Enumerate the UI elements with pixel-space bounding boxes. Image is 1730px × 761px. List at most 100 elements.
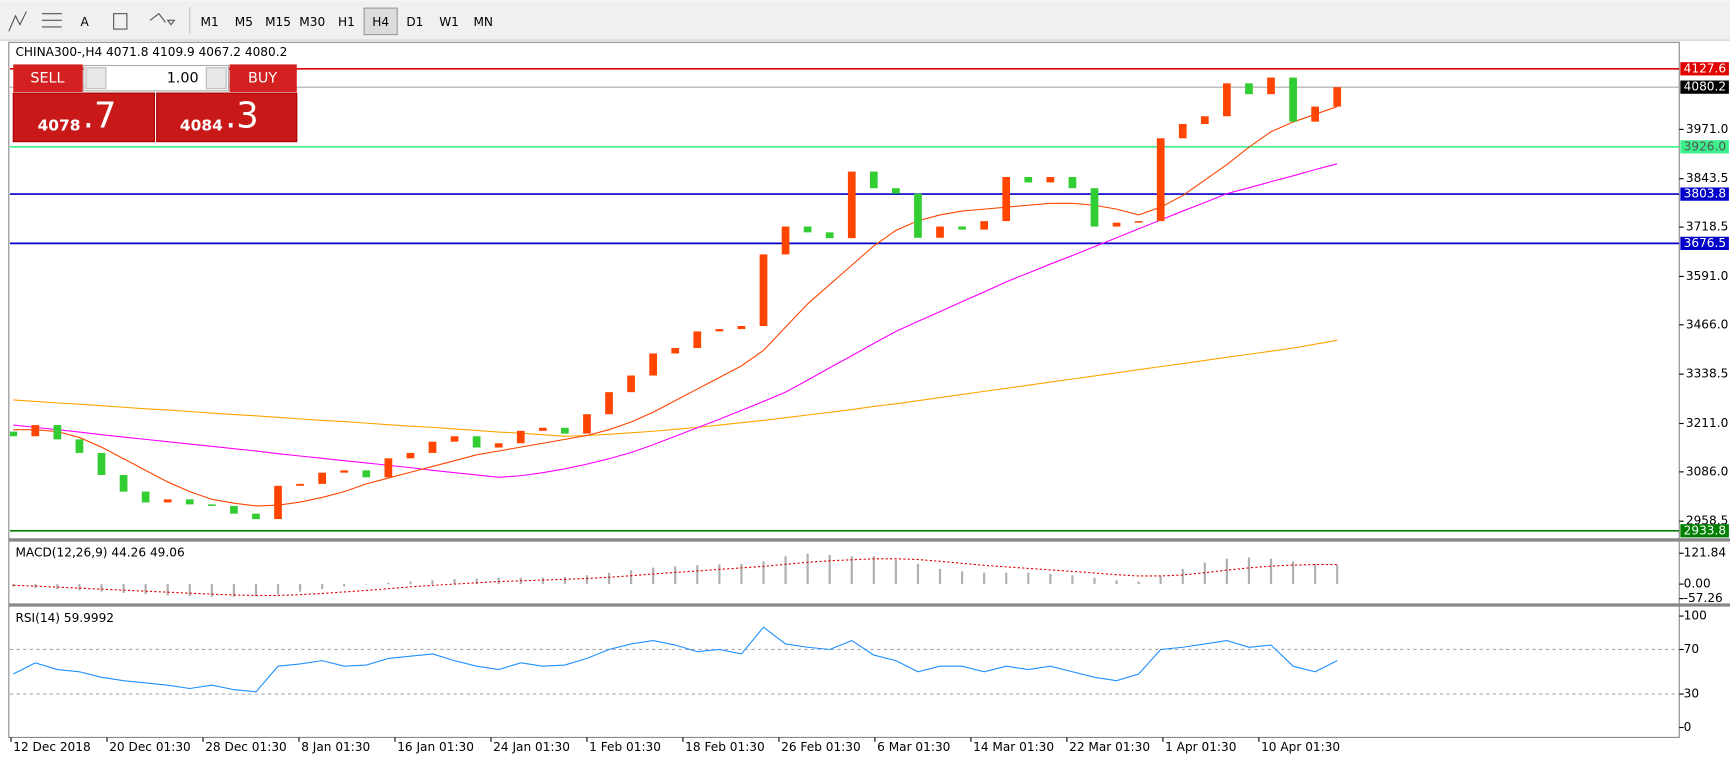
sell-price-box[interactable] [12, 92, 156, 143]
timeframe-bar: M1 M5 M15 M30 H1 H4 D1 W1 MN [201, 7, 493, 36]
candle [1245, 83, 1253, 95]
candle [428, 441, 437, 453]
price-plot [9, 67, 1680, 532]
candle [1156, 138, 1165, 222]
candle [847, 171, 856, 239]
time-label: 28 Dec 01:30 [205, 740, 287, 754]
candle [75, 439, 84, 453]
rsi-panel: RSI(14) 59.9992 100 70 30 0 [9, 609, 1707, 734]
candle [296, 483, 304, 486]
candle [583, 414, 591, 434]
candle [627, 375, 635, 393]
sell-label[interactable]: SELL [30, 71, 64, 87]
macd-signal [13, 558, 1338, 597]
candle [958, 226, 966, 230]
candle [141, 491, 150, 503]
candle [1178, 123, 1187, 139]
icon-text-label[interactable] [113, 13, 128, 30]
buy-price-big[interactable]: .3 [225, 95, 259, 136]
candle [1046, 177, 1055, 183]
candle [892, 188, 900, 194]
moving-average [13, 339, 1338, 437]
price-tick-label: 3591.0 [1686, 269, 1728, 283]
candle [274, 485, 282, 520]
candle [472, 436, 481, 448]
sell-price-main[interactable]: 4078 [38, 117, 81, 135]
candle [671, 348, 680, 354]
timeframe-button[interactable]: M1 [201, 15, 219, 29]
timeframe-button[interactable]: MN [473, 15, 493, 29]
candle [1134, 221, 1143, 223]
timeframe-button[interactable]: M30 [299, 15, 325, 29]
timeframe-button[interactable]: M15 [265, 15, 291, 29]
candle [914, 193, 922, 238]
rsi-tick-label: 100 [1684, 609, 1707, 623]
buy-price-box[interactable] [156, 92, 298, 143]
candle [649, 353, 658, 376]
candle [362, 470, 371, 478]
sell-price-big[interactable]: .7 [83, 95, 117, 136]
macd-panel: MACD(12,26,9) 44.26 49.06 121.84 0.00-57.2… [8, 546, 1730, 607]
lot-decrease[interactable] [85, 67, 107, 90]
candle [1267, 77, 1275, 95]
icon-periods[interactable] [41, 13, 62, 28]
sell-button[interactable] [13, 64, 83, 92]
price-tick-label: 3086.0 [1686, 464, 1728, 478]
rsi-line [12, 626, 1338, 693]
candle [384, 458, 393, 478]
toolbar-icons [8, 7, 191, 34]
time-label: 6 Mar 01:30 [877, 740, 950, 754]
candle [230, 505, 238, 514]
candle [1090, 188, 1099, 227]
icon-text[interactable]: A [81, 15, 90, 29]
macd-tick-label: -57.26 [1684, 591, 1723, 605]
candle [1024, 177, 1033, 183]
candle [737, 325, 746, 330]
price-tick-label: 3971.0 [1686, 122, 1728, 136]
lot-increase[interactable] [205, 67, 227, 90]
time-label: 20 Dec 01:30 [109, 740, 191, 754]
time-label: 24 Jan 01:30 [493, 740, 570, 754]
timeframe-active[interactable] [363, 7, 398, 36]
candle [1223, 83, 1231, 117]
time-label: 22 Mar 01:30 [1069, 740, 1150, 754]
candle [936, 226, 944, 238]
toolbar [0, 0, 1730, 41]
level-label: 2933.8 [1684, 523, 1726, 537]
candle [869, 171, 878, 189]
candle [980, 221, 989, 230]
candle [561, 427, 569, 434]
candle [318, 472, 327, 484]
rsi-tick-label: 70 [1684, 642, 1699, 656]
level-label-box [1680, 62, 1729, 76]
candle [53, 425, 62, 440]
icon-indicators[interactable] [8, 11, 27, 32]
candle [715, 329, 724, 332]
buy-label[interactable]: BUY [248, 71, 277, 87]
price-tick-label: 3718.5 [1686, 220, 1728, 234]
candle [119, 474, 128, 492]
candle [1112, 222, 1121, 227]
buy-price-main[interactable]: 4084 [180, 117, 223, 135]
timeframe-button[interactable]: H4 [372, 15, 389, 29]
level-label-box [1680, 236, 1729, 250]
level-label-box [1680, 140, 1729, 154]
timeframe-button[interactable]: H1 [338, 15, 355, 29]
level-label-box [1680, 187, 1729, 201]
lot-value[interactable]: 1.00 [167, 71, 199, 87]
timeframe-button[interactable]: W1 [439, 15, 459, 29]
time-label: 8 Jan 01:30 [301, 740, 370, 754]
rsi-tick-label: 30 [1684, 687, 1699, 701]
candle [1311, 106, 1320, 122]
lot-field[interactable] [83, 64, 229, 92]
level-label: 3926.0 [1684, 139, 1726, 153]
price-tick-label: 3843.5 [1686, 171, 1728, 185]
candle [781, 226, 790, 255]
icon-arrows[interactable] [149, 12, 176, 26]
level-label: 3676.5 [1684, 236, 1726, 250]
buy-button[interactable] [229, 64, 297, 92]
timeframe-button[interactable]: M5 [235, 15, 253, 29]
timeframe-button[interactable]: D1 [406, 15, 423, 29]
